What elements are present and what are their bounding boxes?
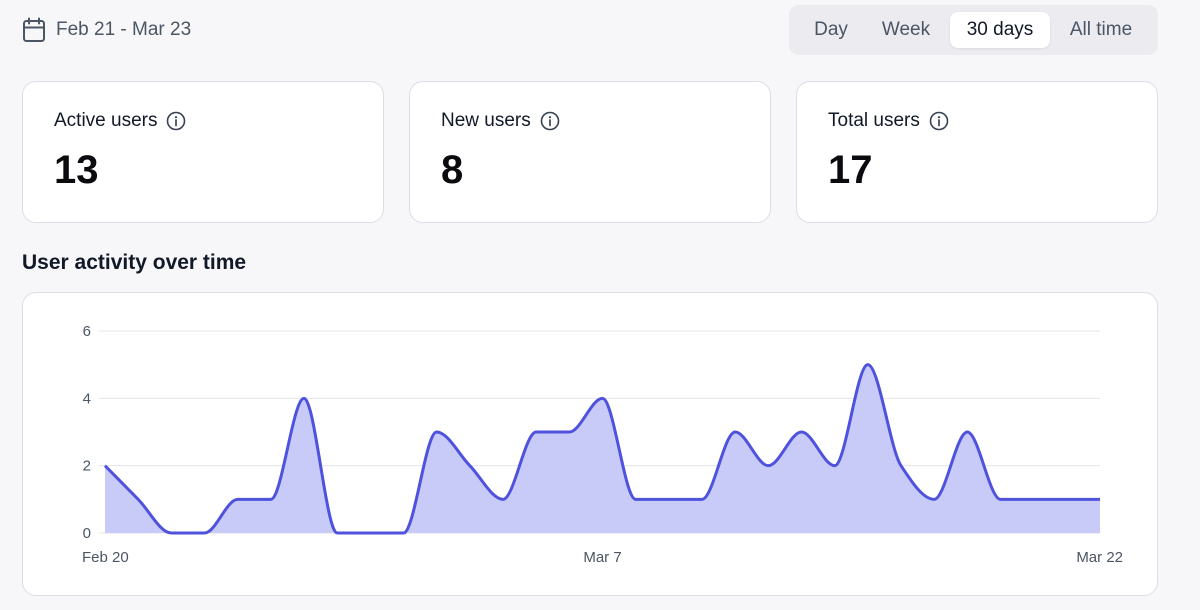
y-tick-label: 6: [83, 323, 91, 340]
x-tick-label: Feb 20: [82, 549, 129, 566]
data-point: [236, 497, 240, 501]
data-point: [103, 464, 107, 468]
data-point: [435, 430, 439, 434]
stat-card-new-users: New users 8: [409, 81, 771, 223]
x-tick-label: Mar 7: [583, 549, 621, 566]
info-icon[interactable]: [929, 111, 949, 131]
info-icon[interactable]: [166, 111, 186, 131]
y-tick-label: 0: [83, 525, 91, 542]
data-point: [1098, 497, 1102, 501]
stat-value: 13: [54, 148, 99, 192]
stat-label: New users: [441, 110, 531, 131]
data-point: [667, 497, 671, 501]
data-point: [601, 396, 605, 400]
range-option-day[interactable]: Day: [814, 19, 848, 40]
data-point: [302, 396, 306, 400]
stat-card-active-users: Active users 13: [22, 81, 384, 223]
x-tick-label: Mar 22: [1076, 549, 1123, 566]
data-point: [368, 531, 372, 535]
data-point: [766, 464, 770, 468]
range-option-all-time[interactable]: All time: [1069, 19, 1133, 40]
calendar-icon: [23, 17, 45, 42]
data-point: [634, 497, 638, 501]
date-range[interactable]: Feb 21 - Mar 23: [22, 17, 191, 43]
stat-value: 8: [441, 148, 464, 192]
stat-label: Total users: [828, 110, 920, 131]
data-point: [468, 464, 472, 468]
data-point: [534, 430, 538, 434]
data-point: [700, 497, 704, 501]
stat-label: Active users: [54, 110, 158, 131]
activity-area-chart: 0 2 4 6 Feb 20 Mar 7 Mar 22: [82, 323, 1123, 566]
data-point: [335, 531, 339, 535]
data-point: [169, 531, 173, 535]
data-point: [269, 497, 273, 501]
data-point: [1065, 497, 1069, 501]
y-tick-label: 2: [83, 458, 91, 475]
stat-card-total-users: Total users 17: [796, 81, 1158, 223]
data-point: [203, 531, 207, 535]
y-tick-label: 4: [83, 390, 91, 407]
data-point: [999, 497, 1003, 501]
range-option-30-days[interactable]: 30 days: [950, 12, 1050, 48]
data-point: [899, 464, 903, 468]
data-point: [567, 430, 571, 434]
data-point: [833, 464, 837, 468]
date-range-label: Feb 21 - Mar 23: [56, 19, 192, 40]
data-point: [1032, 497, 1036, 501]
data-point: [965, 430, 969, 434]
section-title: User activity over time: [22, 251, 247, 274]
data-point: [402, 531, 406, 535]
stat-value: 17: [828, 148, 873, 192]
range-selector: Day Week 30 days All time: [789, 5, 1158, 55]
data-point: [501, 497, 505, 501]
data-point: [800, 430, 804, 434]
range-option-week[interactable]: Week: [881, 19, 931, 40]
data-point: [866, 363, 870, 367]
data-point: [136, 497, 140, 501]
data-point: [932, 497, 936, 501]
data-point: [733, 430, 737, 434]
activity-area-fill: [105, 364, 1100, 533]
user-activity-chart: 0 2 4 6 Feb 20 Mar 7 Mar 22: [22, 292, 1158, 596]
info-icon[interactable]: [540, 111, 560, 131]
activity-series-line: [103, 363, 1100, 535]
